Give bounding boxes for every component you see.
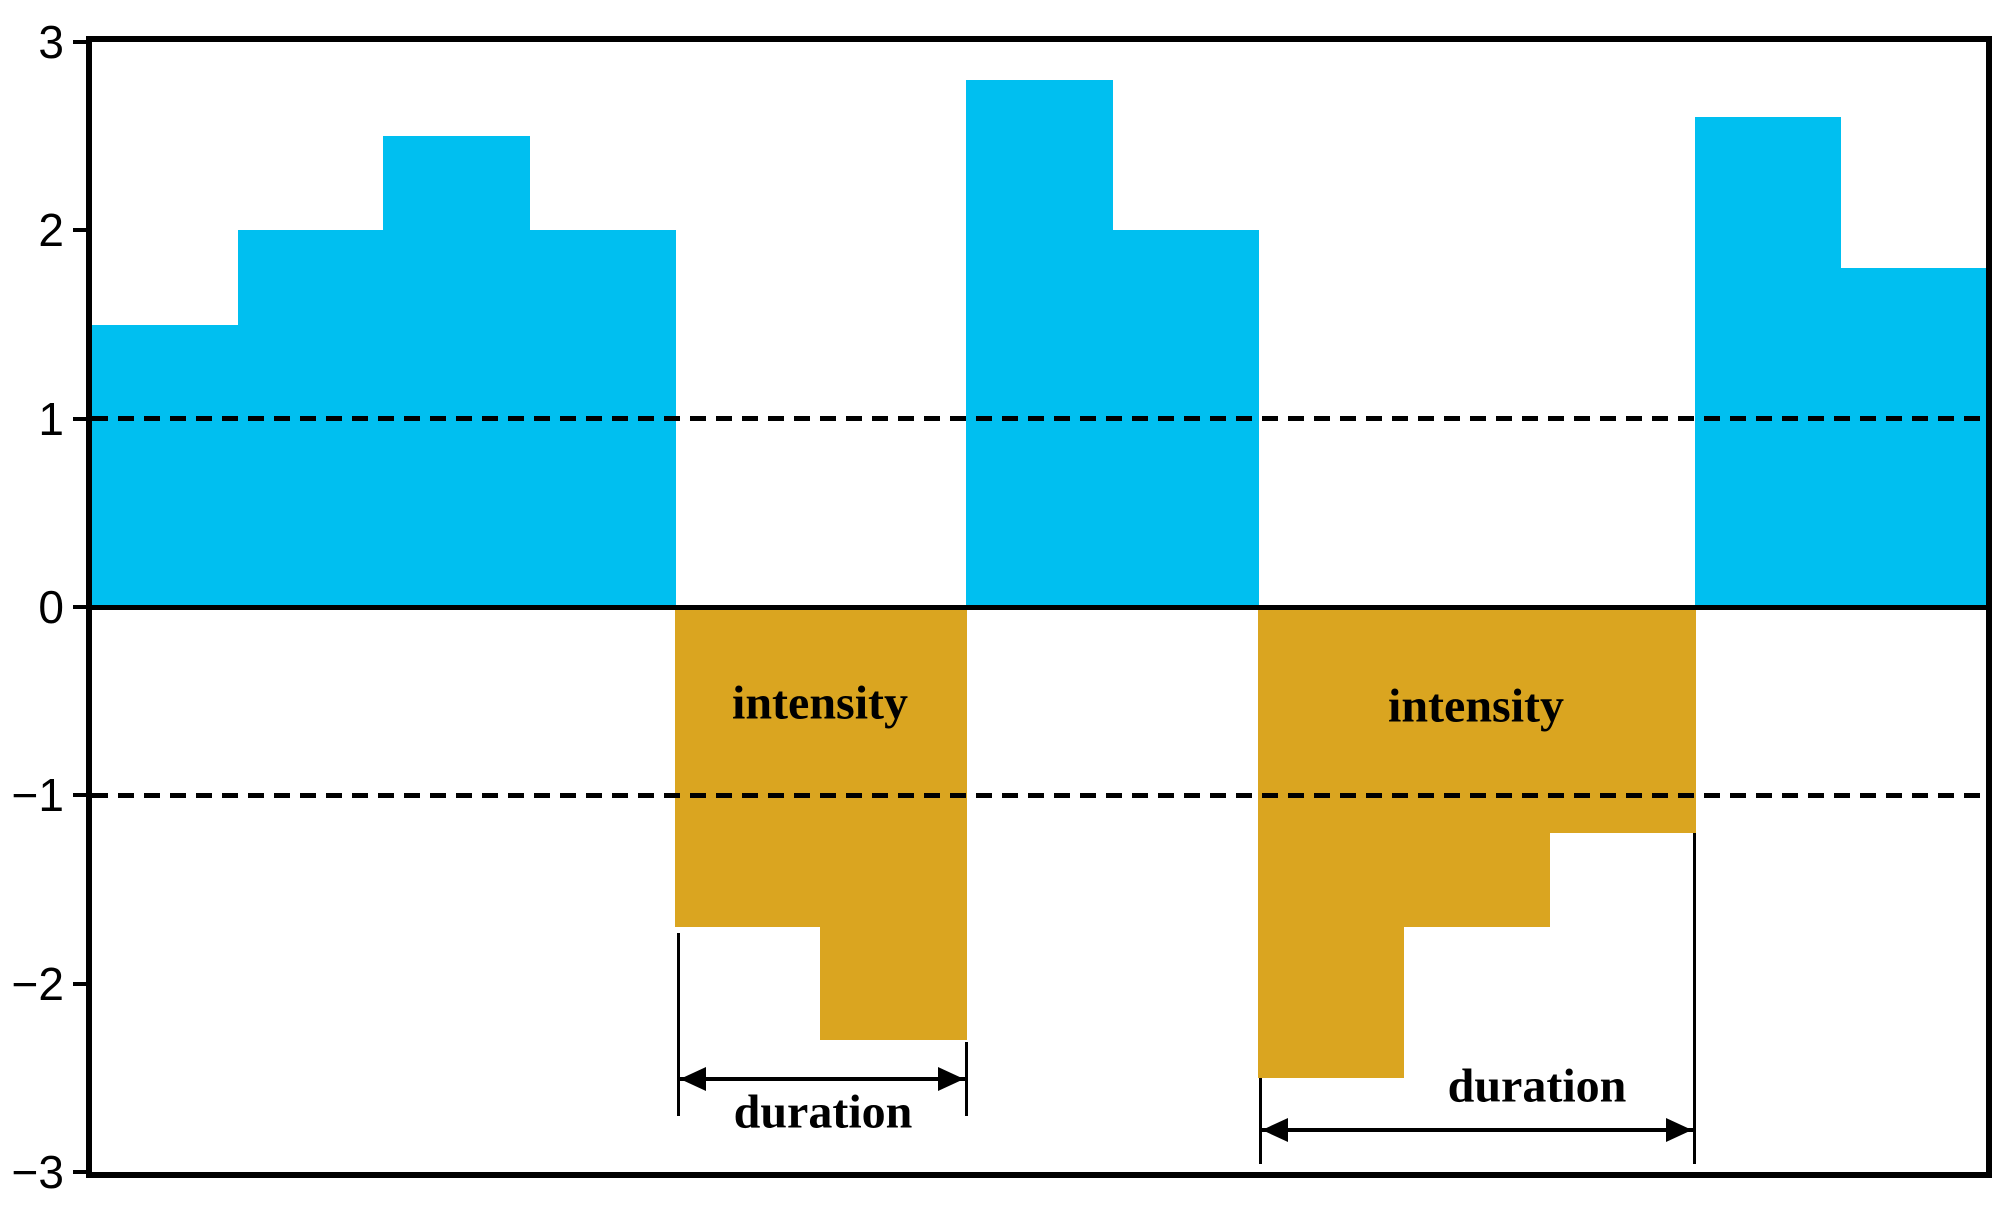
duration-extent-line-left-2 (1258, 1078, 1262, 1164)
negative-bar-11 (1548, 607, 1696, 833)
duration-arrowhead-left-1 (680, 1067, 706, 1091)
y-tick-label-3: 3 (38, 16, 64, 68)
y-tick-3 (73, 40, 92, 44)
duration-extent-line-right-1 (964, 1042, 968, 1116)
positive-bar-1 (92, 324, 239, 607)
positive-bar-3 (383, 136, 531, 607)
positive-bar-7 (966, 79, 1113, 607)
duration-extent-line-left-1 (676, 933, 680, 1116)
negative-bar-10 (1403, 607, 1550, 928)
intensity-label-2: intensity (1387, 679, 1565, 733)
dashed-gridline-plus1 (92, 416, 1986, 422)
y-tick-label-−2: −2 (11, 957, 64, 1010)
negative-bar-5 (674, 607, 822, 928)
intensity-label-1: intensity (731, 676, 909, 730)
y-tick-label-−1: −1 (11, 769, 64, 822)
duration-arrowhead-left-2 (1262, 1118, 1288, 1142)
duration-arrow-line-1 (678, 1077, 966, 1081)
negative-bar-9 (1257, 607, 1405, 1078)
y-tick-label-2: 2 (38, 204, 64, 257)
y-tick-1 (73, 416, 92, 421)
y-tick-−1 (73, 793, 92, 798)
zero-axis-line (92, 604, 1986, 610)
duration-label-2: duration (1447, 1059, 1627, 1113)
duration-arrowhead-right-1 (938, 1067, 964, 1091)
duration-extent-line-right-2 (1692, 833, 1696, 1164)
y-tick-0 (73, 605, 92, 609)
duration-arrowhead-right-2 (1666, 1118, 1692, 1142)
duration-arrow-line-2 (1260, 1128, 1694, 1132)
dashed-gridline-minus1 (92, 792, 1986, 798)
y-tick-2 (73, 228, 92, 233)
y-tick-−2 (73, 981, 92, 986)
y-tick-label-0: 0 (38, 581, 64, 633)
y-tick-−3 (73, 1170, 92, 1174)
y-tick-label-−3: −3 (11, 1146, 64, 1198)
y-tick-label-1: 1 (38, 392, 64, 445)
positive-bar-12 (1694, 117, 1842, 607)
negative-bar-6 (820, 607, 968, 1041)
duration-label-1: duration (733, 1085, 913, 1139)
positive-bar-13 (1840, 268, 1987, 607)
